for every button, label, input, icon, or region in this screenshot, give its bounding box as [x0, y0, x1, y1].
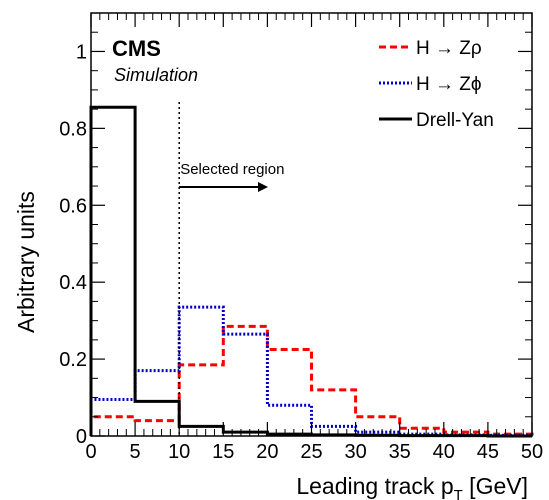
legend-label-hzphi: H → Zϕ: [416, 74, 482, 95]
y-tick-label: 0.8: [59, 118, 87, 140]
plot-frame: [90, 12, 533, 437]
x-tick-label: 5: [130, 441, 141, 463]
y-tick-label: 0: [76, 426, 87, 448]
x-tick-label: 30: [344, 441, 366, 463]
legend-label-hzrho: H → Zρ: [416, 38, 482, 59]
x-tick-label: 45: [477, 441, 499, 463]
x-tick-label: 10: [168, 441, 190, 463]
x-tick-label: 50: [521, 441, 543, 463]
y-tick-label: 0.6: [59, 195, 87, 217]
x-tick-label: 35: [389, 441, 411, 463]
selected-region-arrow-head: [258, 182, 268, 192]
x-tick-label: 40: [433, 441, 455, 463]
plot-marks: [89, 105, 534, 438]
selected-region-label: Selected region: [180, 161, 284, 178]
y-tick-label: 0.2: [59, 349, 87, 371]
cms-label: CMS: [112, 36, 161, 61]
tick-labels: 0 5 10 15 20 25 30 35 40 45 50 0 0.2 0.4 0.6 0.8 1: [59, 41, 543, 463]
x-tick-label: 20: [256, 441, 278, 463]
legend-label-dy: Drell-Yan: [416, 110, 494, 131]
y-tick-label: 1: [76, 41, 87, 63]
y-axis-title: Arbitrary units: [13, 191, 39, 333]
selected-region-annotation: Selected region: [178, 102, 284, 436]
x-axis-title: Leading track pT [GeV]: [296, 473, 528, 500]
x-tick-label: 0: [85, 441, 96, 463]
legend: H → Zρ H → Zϕ Drell-Yan: [379, 38, 494, 131]
x-tick-label: 25: [300, 441, 322, 463]
x-tick-label: 15: [212, 441, 234, 463]
y-tick-label: 0.4: [59, 272, 87, 294]
x-axis-title-sub: T: [454, 487, 463, 500]
series-0-histogram: [89, 324, 534, 436]
cms-sublabel: Simulation: [114, 65, 198, 85]
series-1-histogram: [89, 305, 534, 437]
x-axis-title-unit: [GeV]: [463, 473, 528, 499]
x-axis-title-main: Leading track p: [296, 473, 453, 499]
